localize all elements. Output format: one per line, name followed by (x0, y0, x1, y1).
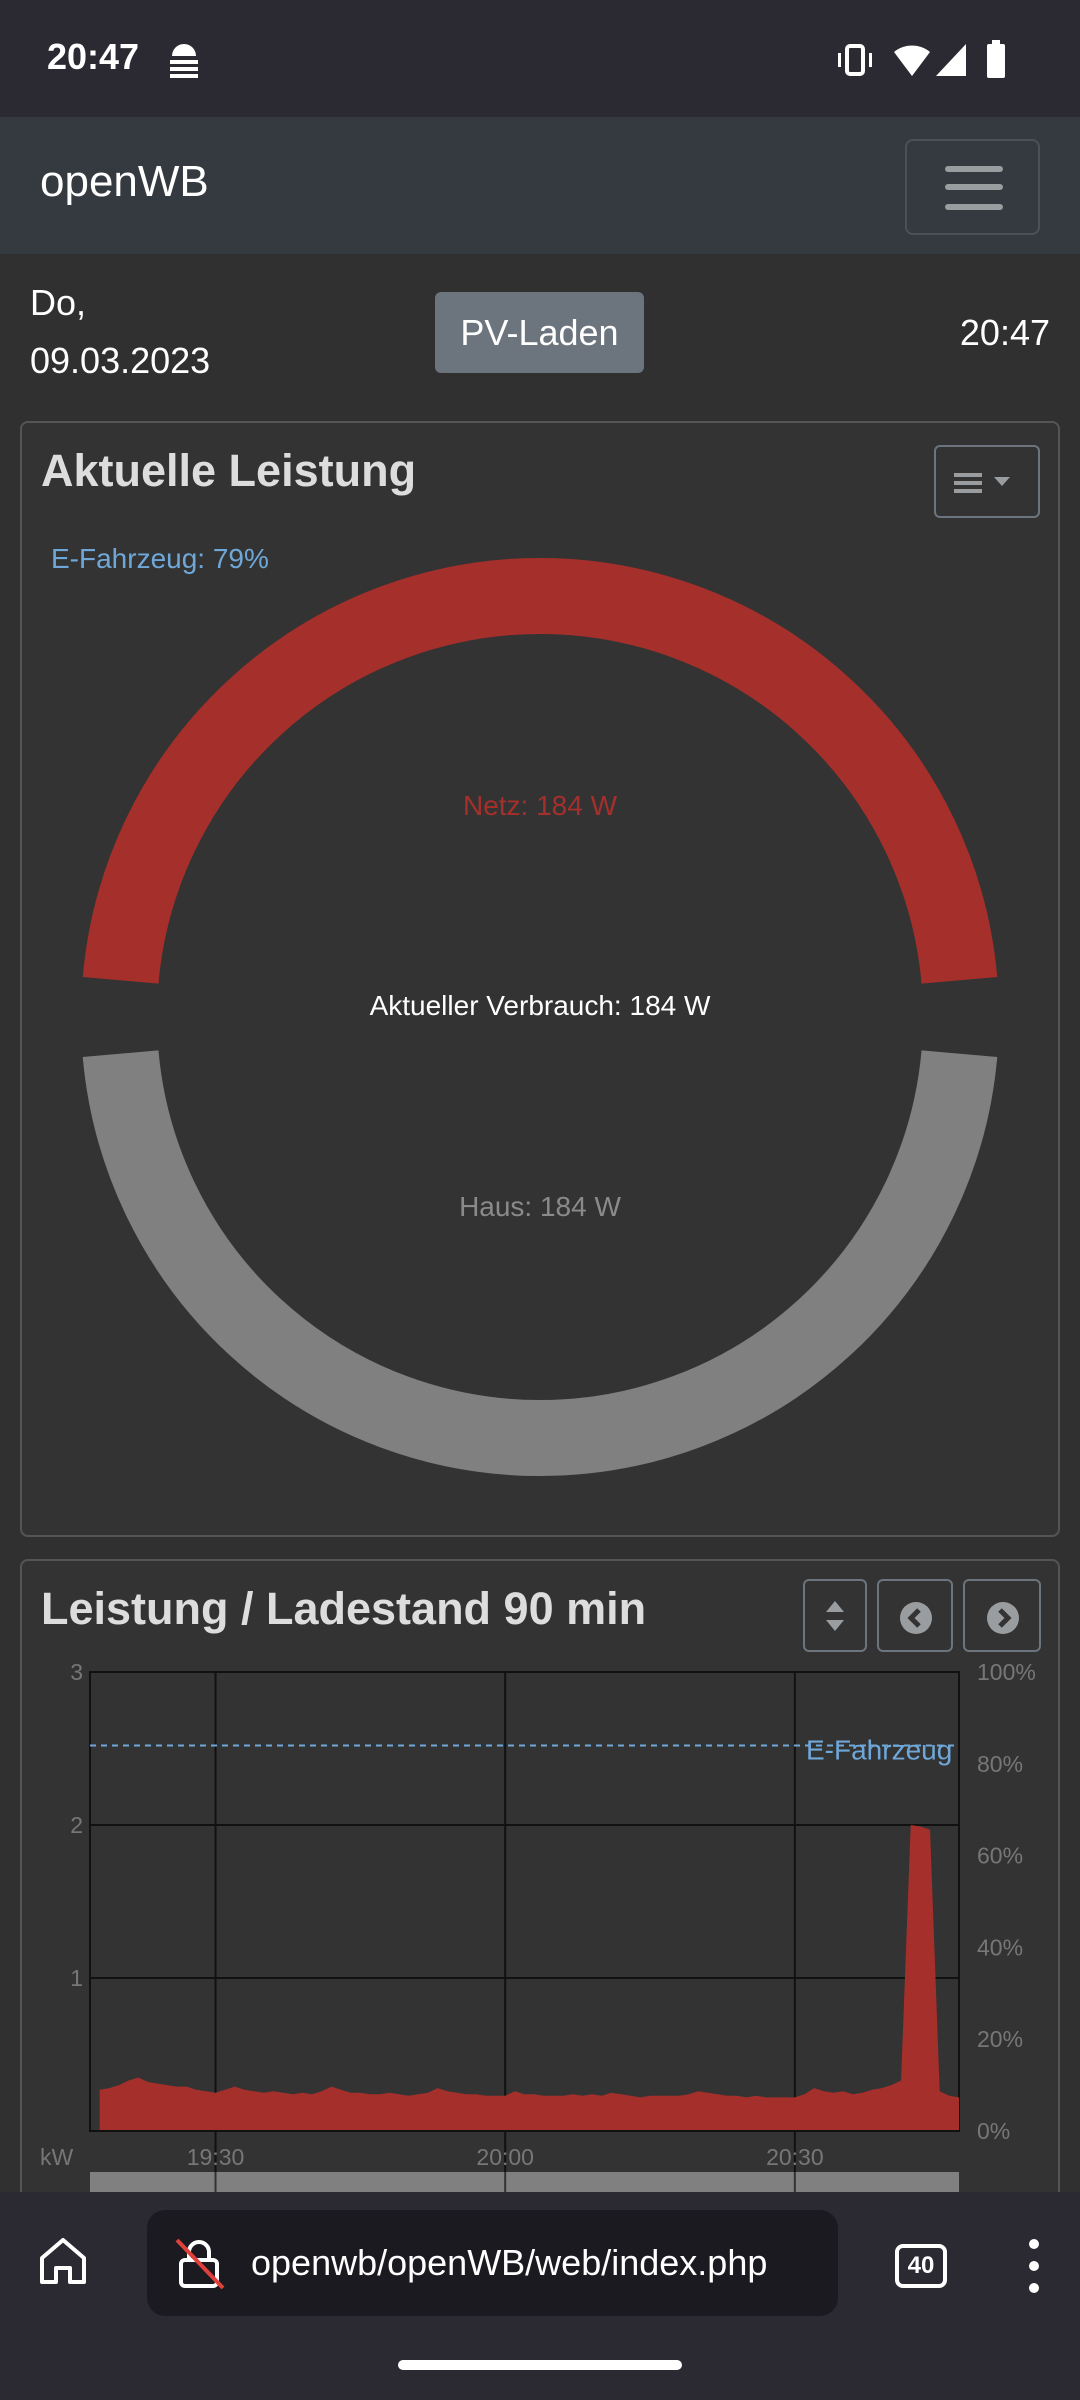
gesture-bar[interactable] (398, 2360, 682, 2370)
ev-soc-series-label: E-Fahrzeug (806, 1734, 952, 1765)
card-title: Aktuelle Leistung (41, 445, 417, 496)
y-axis-unit: kW (40, 2144, 74, 2170)
card-title: Leistung / Ladestand 90 min (41, 1583, 647, 1634)
x-tick-label: 19:30 (187, 2144, 245, 2170)
status-bar: 20:47 (0, 0, 1080, 117)
navigator-bar (90, 2172, 959, 2192)
insecure-lock-icon[interactable] (175, 2238, 225, 2290)
home-icon[interactable] (36, 2234, 90, 2288)
power-soc-chart: 19:30 20:00 20:30 1 2 3 kW 0% 20% 40% 60% 80% 100% E-… (40, 1659, 1036, 2192)
signal-icon (936, 44, 966, 76)
consumption-label: Aktueller Verbrauch: 184 W (369, 990, 711, 1021)
y2-tick-label: 80% (977, 1751, 1023, 1777)
brand[interactable]: openWB (40, 157, 209, 206)
power-area (99, 1825, 959, 2131)
list-dropdown-icon[interactable] (934, 445, 1040, 518)
y-tick-label: 1 (70, 1965, 83, 1991)
tab-count[interactable]: 40 (895, 2244, 947, 2288)
wifi-icon (894, 45, 930, 76)
battery-icon (987, 40, 1005, 78)
y2-tick-label: 0% (977, 2118, 1010, 2144)
vibrate-icon (838, 44, 872, 76)
navbar: openWB (0, 117, 1080, 254)
x-tick-label: 20:00 (476, 2144, 534, 2170)
y2-tick-label: 40% (977, 1934, 1023, 1960)
history-card: Leistung / Ladestand 90 min (20, 1559, 1060, 2259)
charge-mode-button[interactable]: PV-Laden (435, 292, 644, 373)
sort-icon[interactable] (803, 1579, 867, 1652)
y2-tick-label: 100% (977, 1659, 1036, 1685)
y2-tick-label: 20% (977, 2026, 1023, 2052)
weekday: Do, (30, 282, 87, 323)
house-label: Haus: 184 W (459, 1191, 621, 1222)
menu-dots-icon[interactable] (1026, 2238, 1042, 2294)
y-tick-label: 2 (70, 1812, 83, 1838)
status-time: 20:47 (47, 36, 140, 77)
grid-label: Netz: 184 W (462, 790, 618, 821)
chevron-left-icon[interactable] (877, 1579, 953, 1652)
url-bar[interactable]: openwb/openWB/web/index.php (147, 2210, 838, 2316)
date: 09.03.2023 (30, 340, 211, 381)
clock: 20:47 (959, 312, 1050, 353)
hamburger-icon[interactable] (905, 139, 1040, 235)
android-debug-icon (170, 44, 198, 78)
x-tick-label: 20:30 (766, 2144, 824, 2170)
chevron-right-icon[interactable] (963, 1579, 1041, 1652)
y-tick-label: 3 (70, 1659, 83, 1685)
url-text[interactable]: openwb/openWB/web/index.php (251, 2242, 768, 2283)
y2-tick-label: 60% (977, 1843, 1023, 1869)
